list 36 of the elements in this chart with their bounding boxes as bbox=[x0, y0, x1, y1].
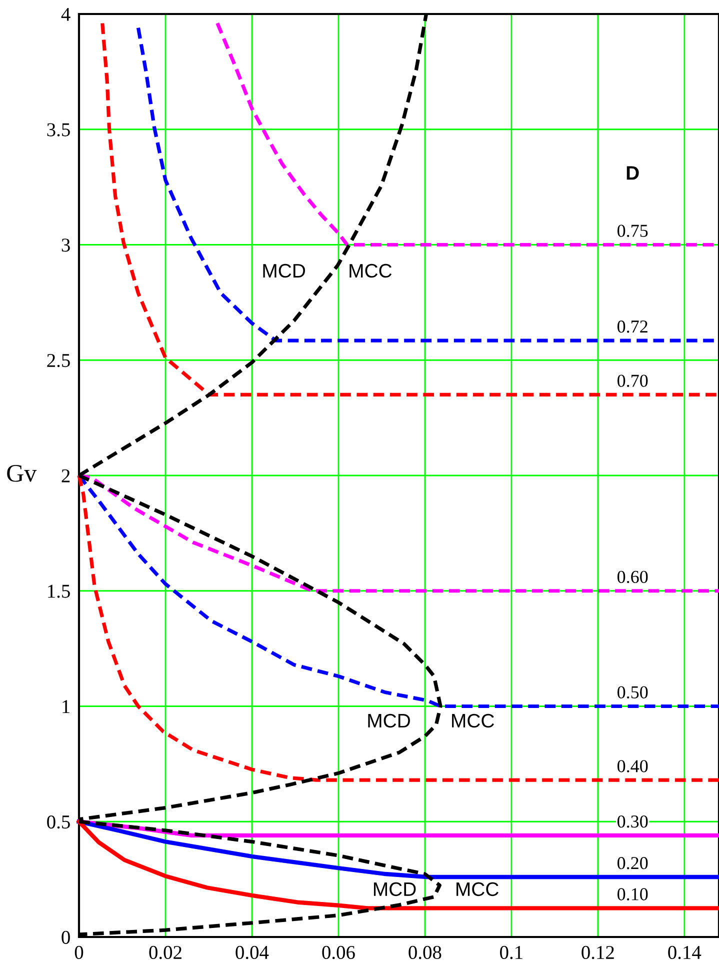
y-tick-label: 2 bbox=[62, 469, 70, 482]
series-label: 0.72 bbox=[617, 320, 648, 333]
x-tick-label: 0.02 bbox=[149, 946, 182, 960]
series-label: 0.60 bbox=[617, 570, 648, 584]
x-tick-label: 0.12 bbox=[582, 946, 614, 960]
series-label: 0.75 bbox=[617, 224, 648, 237]
y-tick-label: 1 bbox=[62, 700, 70, 713]
series-label: 0.70 bbox=[617, 374, 648, 387]
y-tick-label: 2.5 bbox=[47, 354, 70, 368]
x-tick-label: 0 bbox=[74, 946, 84, 960]
x-tick-label: 0.1 bbox=[500, 946, 522, 960]
legend-title: D bbox=[626, 166, 639, 180]
annotation: MCD bbox=[368, 714, 410, 728]
series-label: 0.30 bbox=[617, 815, 648, 828]
x-tick-label: 0.04 bbox=[236, 946, 269, 960]
y-axis-title: Gv bbox=[7, 464, 37, 482]
series-label: 0.50 bbox=[617, 686, 648, 698]
y-tick-label: 4 bbox=[61, 8, 70, 21]
x-tick-label: 0.14 bbox=[668, 946, 702, 960]
y-tick-label: 1.5 bbox=[48, 584, 70, 598]
annotation: MCD bbox=[263, 264, 306, 278]
y-tick-label: 0.5 bbox=[47, 815, 70, 829]
y-tick-label: 3.5 bbox=[47, 123, 70, 136]
annotation: MCC bbox=[350, 264, 392, 278]
x-tick-label: 0.06 bbox=[322, 946, 355, 960]
line-series bbox=[100, 21, 719, 397]
series-label: 0.20 bbox=[617, 856, 648, 870]
y-tick-label: 3 bbox=[62, 238, 70, 252]
annotation: MCC bbox=[456, 882, 498, 896]
y-tick-label: 0 bbox=[62, 930, 70, 944]
annotation: MCD bbox=[374, 882, 416, 896]
x-tick-label: 0.08 bbox=[408, 946, 442, 960]
series-label: 0.10 bbox=[617, 888, 648, 900]
line-series bbox=[77, 474, 719, 782]
annotation: MCC bbox=[452, 714, 494, 728]
series-label: 0.40 bbox=[617, 760, 648, 772]
